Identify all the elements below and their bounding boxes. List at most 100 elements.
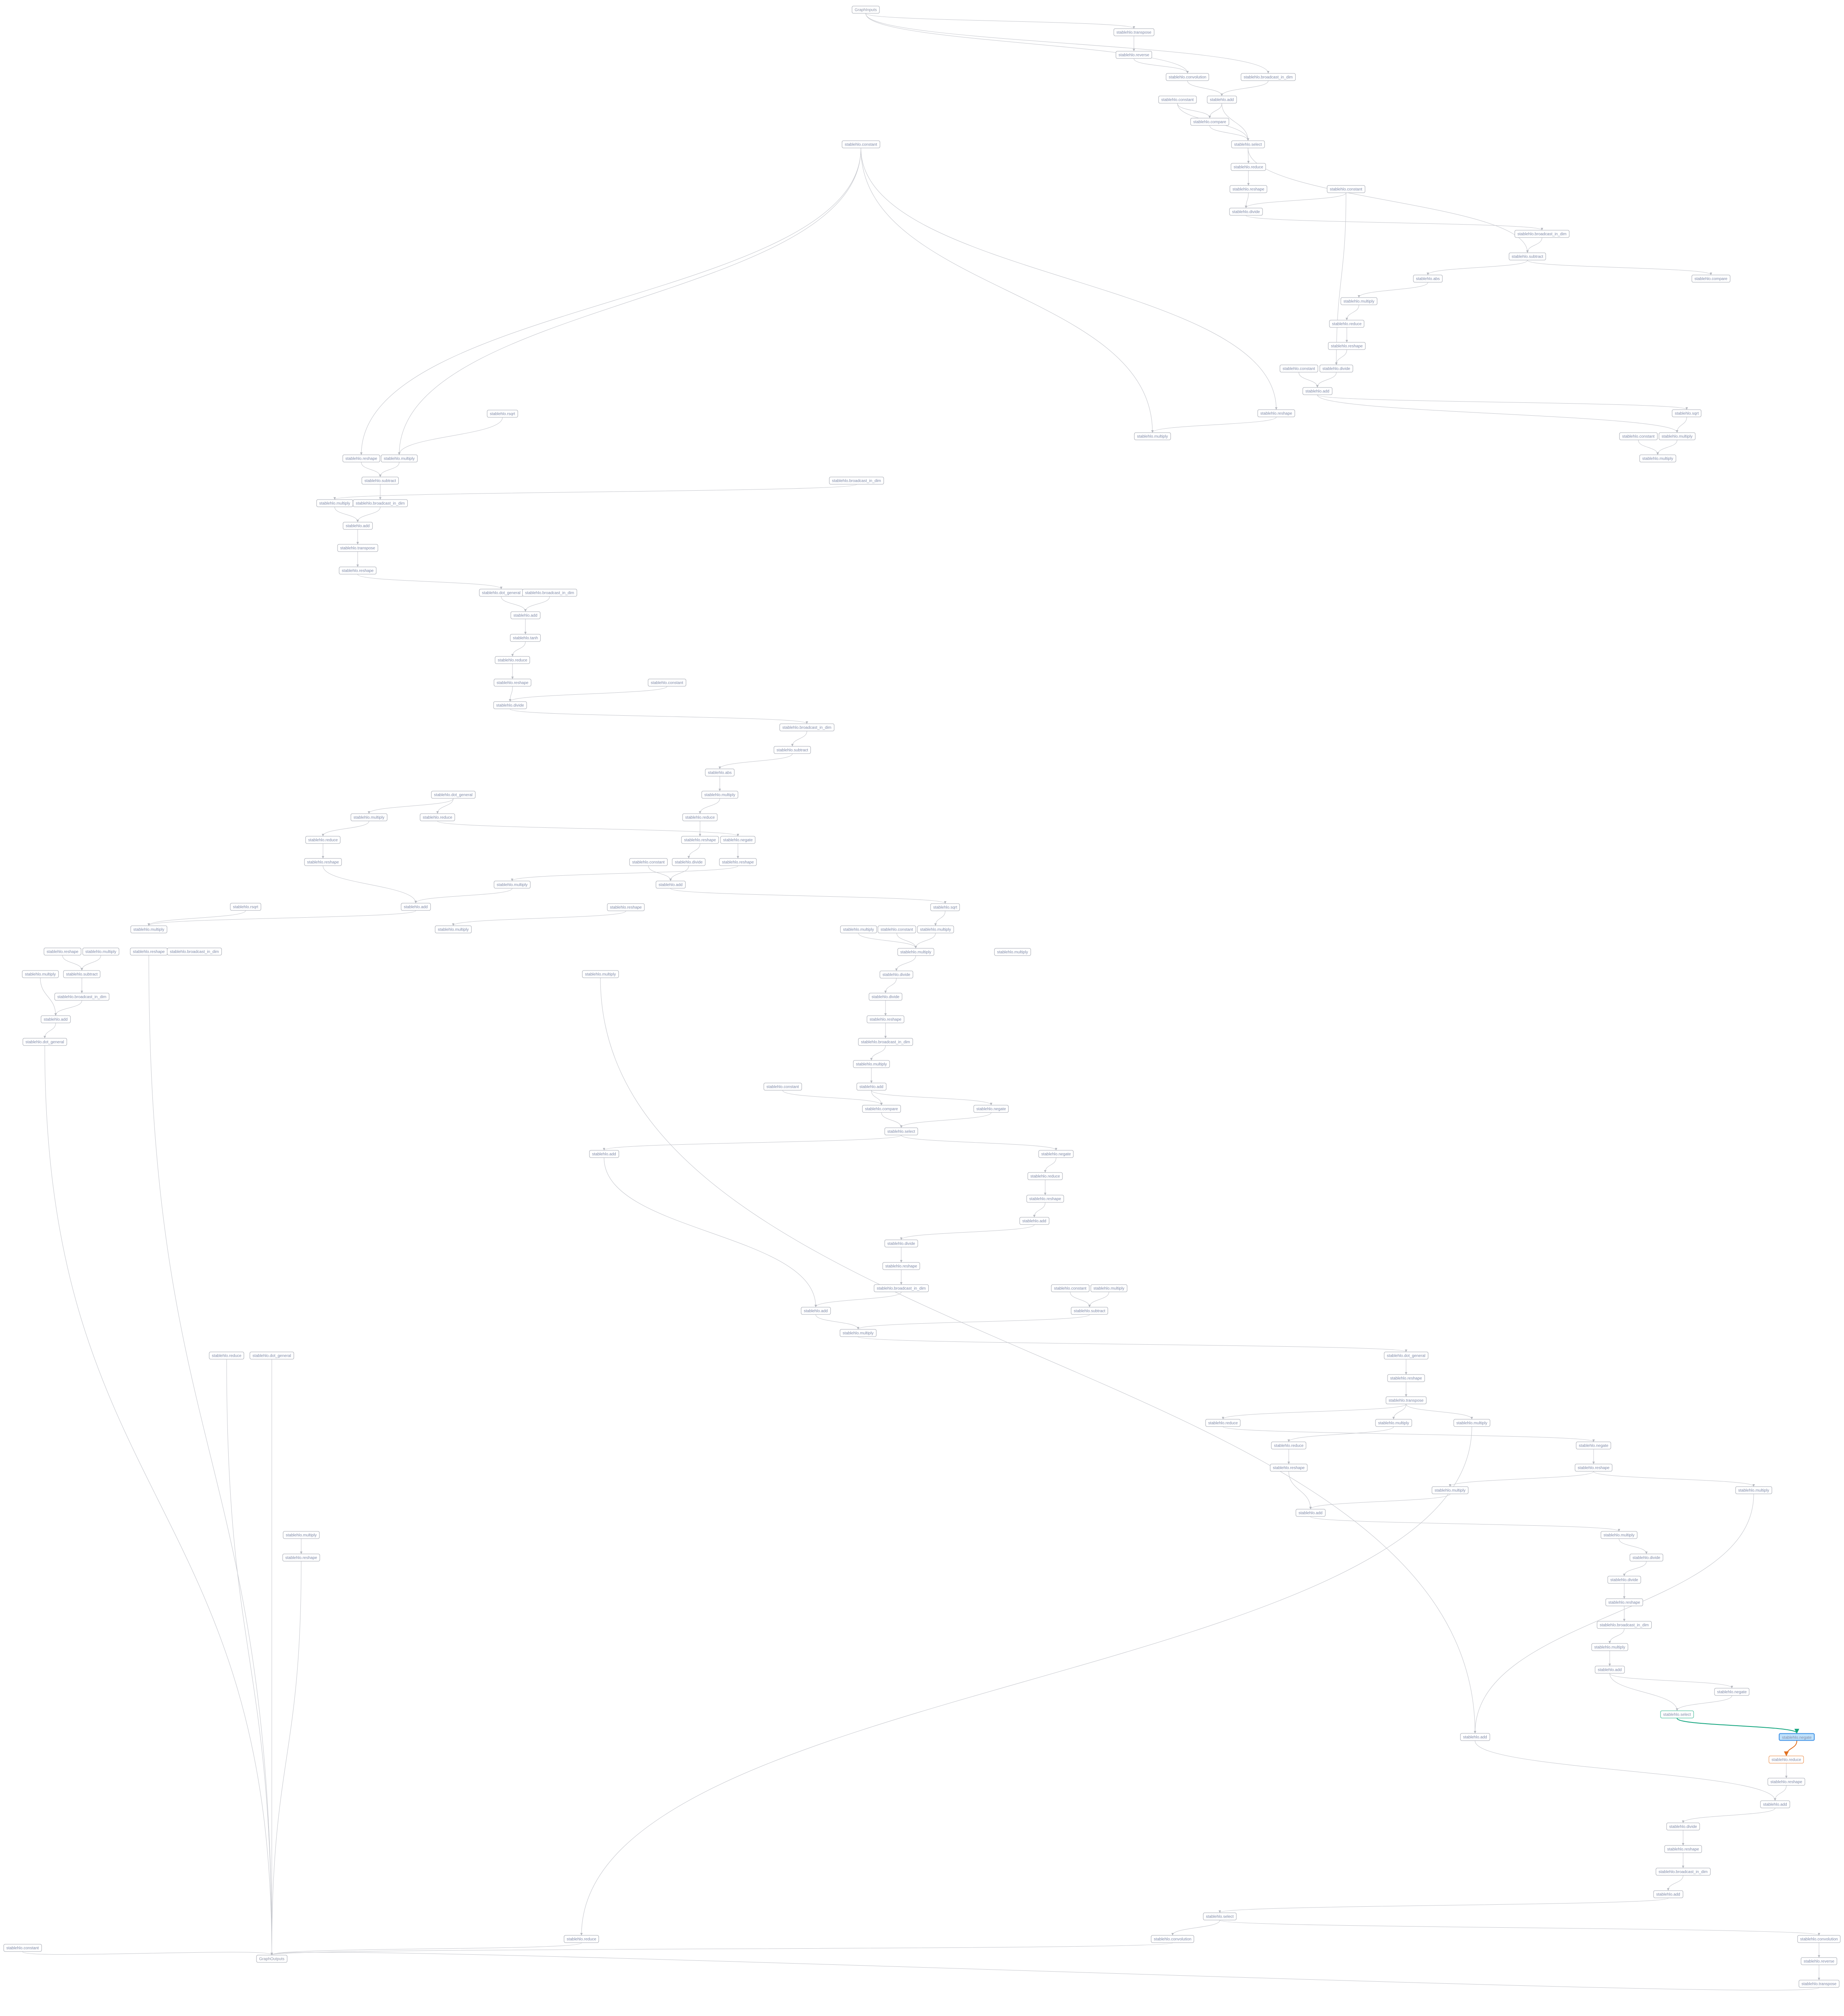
node-broadcast-in-dim[interactable]: stablehlo.broadcast_in_dim [54, 993, 109, 1001]
node-compare[interactable]: stablehlo.compare [862, 1105, 901, 1113]
node-multiply[interactable]: stablehlo.multiply [435, 925, 472, 933]
node-multiply[interactable]: stablehlo.multiply [840, 925, 877, 933]
node-broadcast-in-dim[interactable]: stablehlo.broadcast_in_dim [1241, 73, 1296, 81]
node-reshape[interactable]: stablehlo.reshape [1026, 1195, 1064, 1203]
node-reshape[interactable]: stablehlo.reshape [304, 858, 342, 866]
node-constant[interactable]: stablehlo.constant [1158, 96, 1197, 104]
node-divide[interactable]: stablehlo.divide [1607, 1576, 1641, 1584]
node-multiply[interactable]: stablehlo.multiply [897, 948, 934, 956]
node-multiply[interactable]: stablehlo.multiply [1735, 1486, 1772, 1494]
node-dot-general[interactable]: stablehlo.dot_general [479, 589, 523, 597]
node-multiply[interactable]: stablehlo.multiply [1090, 1284, 1127, 1292]
node-rsqrt[interactable]: stablehlo.rsqrt [230, 903, 261, 911]
node-multiply[interactable]: stablehlo.multiply [1591, 1643, 1628, 1651]
node-multiply[interactable]: stablehlo.multiply [701, 791, 738, 799]
node-broadcast-in-dim[interactable]: stablehlo.broadcast_in_dim [353, 499, 408, 507]
node-multiply[interactable]: stablehlo.multiply [1134, 432, 1171, 440]
node-abs[interactable]: stablehlo.abs [705, 768, 735, 777]
node-reshape[interactable]: stablehlo.reshape [494, 679, 531, 687]
node-reduce[interactable]: stablehlo.reduce [420, 813, 455, 821]
node-broadcast-in-dim[interactable]: stablehlo.broadcast_in_dim [522, 589, 577, 597]
node-negate[interactable]: stablehlo.negate [1038, 1150, 1074, 1158]
node-constant[interactable]: stablehlo.constant [1051, 1284, 1090, 1292]
node-multiply[interactable]: stablehlo.multiply [494, 881, 531, 889]
node-multiply[interactable]: stablehlo.multiply [82, 948, 119, 956]
node-reduce[interactable]: stablehlo.reduce [1027, 1172, 1063, 1180]
node-constant[interactable]: stablehlo.constant [1619, 432, 1658, 440]
node-constant[interactable]: stablehlo.constant [1327, 185, 1365, 193]
node-rsqrt[interactable]: stablehlo.rsqrt [487, 410, 518, 418]
node-transpose[interactable]: stablehlo.transpose [1386, 1396, 1427, 1404]
node-reverse[interactable]: stablehlo.reverse [1115, 51, 1152, 59]
node-broadcast-in-dim[interactable]: stablehlo.broadcast_in_dim [874, 1284, 929, 1292]
node-multiply[interactable]: stablehlo.multiply [917, 925, 954, 933]
node-broadcast-in-dim[interactable]: stablehlo.broadcast_in_dim [1597, 1621, 1652, 1629]
node-add[interactable]: stablehlo.add [1460, 1733, 1490, 1741]
node-add[interactable]: stablehlo.add [510, 611, 540, 619]
node-transpose[interactable]: stablehlo.transpose [1798, 1980, 1840, 1988]
node-add[interactable]: stablehlo.add [41, 1015, 71, 1023]
node-reshape[interactable]: stablehlo.reshape [1767, 1778, 1805, 1786]
node-add[interactable]: stablehlo.add [1207, 96, 1237, 104]
node-select[interactable]: stablehlo.select [884, 1127, 918, 1135]
node-dot-general[interactable]: stablehlo.dot_general [1384, 1352, 1428, 1360]
node-reshape[interactable]: stablehlo.reshape [867, 1015, 904, 1023]
node-reshape[interactable]: stablehlo.reshape [1664, 1845, 1702, 1853]
node-reverse[interactable]: stablehlo.reverse [1800, 1957, 1838, 1965]
node-reshape[interactable]: stablehlo.reshape [282, 1554, 320, 1562]
node-divide[interactable]: stablehlo.divide [1319, 364, 1353, 373]
node-negate[interactable]: stablehlo.negate [973, 1105, 1009, 1113]
node-multiply[interactable]: stablehlo.multiply [1639, 454, 1676, 462]
node-add[interactable]: stablehlo.add [1595, 1666, 1625, 1674]
node-reduce[interactable]: stablehlo.reduce [564, 1935, 599, 1943]
node-divide[interactable]: stablehlo.divide [493, 701, 527, 709]
node-multiply[interactable]: stablehlo.multiply [381, 454, 418, 462]
node-convolution[interactable]: stablehlo.convolution [1797, 1935, 1841, 1943]
node-transpose[interactable]: stablehlo.transpose [337, 544, 378, 552]
node-add[interactable]: stablehlo.add [589, 1150, 619, 1158]
node-multiply[interactable]: stablehlo.multiply [840, 1329, 877, 1337]
node-reshape[interactable]: stablehlo.reshape [607, 903, 645, 911]
node-divide[interactable]: stablehlo.divide [1229, 208, 1263, 216]
node-negate[interactable]: stablehlo.negate [1714, 1688, 1750, 1696]
node-broadcast-in-dim[interactable]: stablehlo.broadcast_in_dim [1515, 230, 1569, 238]
node-broadcast-in-dim[interactable]: stablehlo.broadcast_in_dim [167, 948, 222, 956]
node-sqrt[interactable]: stablehlo.sqrt [1672, 409, 1702, 417]
node-add[interactable]: stablehlo.add [1296, 1509, 1325, 1517]
node-abs[interactable]: stablehlo.abs [1413, 275, 1443, 283]
node-subtract[interactable]: stablehlo.subtract [773, 746, 811, 754]
node-add[interactable]: stablehlo.add [1653, 1890, 1683, 1898]
node-constant[interactable]: stablehlo.constant [877, 925, 916, 933]
node-reshape[interactable]: stablehlo.reshape [882, 1262, 920, 1270]
node-add[interactable]: stablehlo.add [401, 903, 431, 911]
node-reduce[interactable]: stablehlo.reduce [1769, 1756, 1804, 1764]
node-multiply[interactable]: stablehlo.multiply [130, 925, 167, 933]
node-divide[interactable]: stablehlo.divide [879, 971, 913, 979]
node-constant[interactable]: stablehlo.constant [629, 858, 668, 866]
node-constant[interactable]: stablehlo.constant [3, 1944, 42, 1952]
node-graphoutputs[interactable]: GraphOutputs [256, 1955, 288, 1963]
node-negate[interactable]: stablehlo.negate [1576, 1441, 1611, 1450]
node-multiply[interactable]: stablehlo.multiply [1453, 1419, 1490, 1427]
node-multiply[interactable]: stablehlo.multiply [350, 813, 388, 821]
node-reshape[interactable]: stablehlo.reshape [1387, 1374, 1425, 1382]
node-add[interactable]: stablehlo.add [1019, 1217, 1049, 1225]
node-reshape[interactable]: stablehlo.reshape [1605, 1598, 1643, 1606]
node-reduce[interactable]: stablehlo.reduce [495, 656, 530, 664]
node-subtract[interactable]: stablehlo.subtract [1071, 1307, 1108, 1315]
node-reduce[interactable]: stablehlo.reduce [209, 1352, 244, 1360]
node-divide[interactable]: stablehlo.divide [869, 993, 902, 1001]
node-select[interactable]: stablehlo.select [1660, 1710, 1694, 1718]
node-multiply[interactable]: stablehlo.multiply [994, 948, 1031, 956]
node-sqrt[interactable]: stablehlo.sqrt [930, 903, 960, 911]
node-multiply[interactable]: stablehlo.multiply [283, 1531, 320, 1539]
node-add[interactable]: stablehlo.add [343, 522, 373, 530]
node-broadcast-in-dim[interactable]: stablehlo.broadcast_in_dim [779, 723, 834, 731]
node-add[interactable]: stablehlo.add [856, 1083, 886, 1091]
node-dot-general[interactable]: stablehlo.dot_general [250, 1352, 294, 1360]
node-add[interactable]: stablehlo.add [656, 881, 686, 889]
node-graphinputs[interactable]: GraphInputs [852, 6, 880, 14]
node-multiply[interactable]: stablehlo.multiply [853, 1060, 890, 1068]
node-broadcast-in-dim[interactable]: stablehlo.broadcast_in_dim [829, 477, 884, 485]
